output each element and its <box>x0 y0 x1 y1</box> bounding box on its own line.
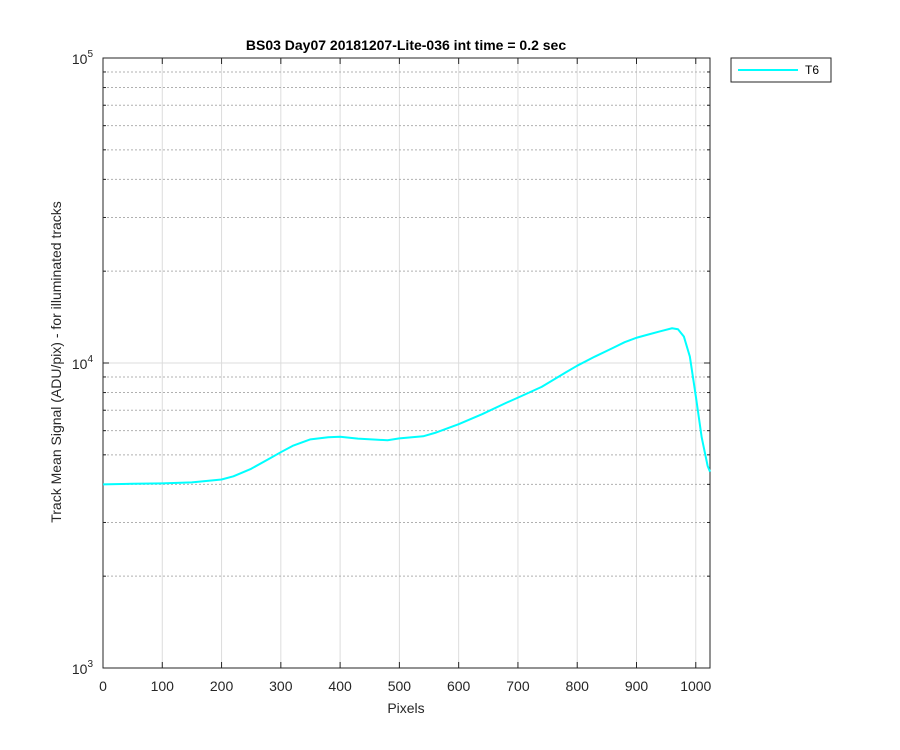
x-tick-label: 1000 <box>680 678 711 694</box>
y-axis-label: Track Mean Signal (ADU/pix) - for illumi… <box>48 201 64 523</box>
x-tick-label: 700 <box>506 678 530 694</box>
x-tick-label: 600 <box>447 678 471 694</box>
x-tick-label: 900 <box>625 678 649 694</box>
x-tick-label: 200 <box>210 678 234 694</box>
y-tick-label: 104 <box>72 354 94 372</box>
y-tick-label: 105 <box>72 49 94 67</box>
plot-area: 0 100 200 300 400 500 600 700 800 900 1000 103 104 10… <box>72 49 832 694</box>
x-tick-label: 300 <box>269 678 293 694</box>
x-axis-label: Pixels <box>387 700 424 716</box>
x-tick-label: 400 <box>328 678 352 694</box>
x-tick-label: 0 <box>99 678 107 694</box>
legend-entry: T6 <box>805 63 819 77</box>
series-line-T6 <box>102 327 711 486</box>
x-tick-label: 500 <box>388 678 412 694</box>
chart-title: BS03 Day07 20181207-Lite-036 int time = … <box>246 37 566 53</box>
x-tick-label: 100 <box>151 678 175 694</box>
y-tick-label: 103 <box>72 659 94 677</box>
x-tick-label: 800 <box>566 678 590 694</box>
